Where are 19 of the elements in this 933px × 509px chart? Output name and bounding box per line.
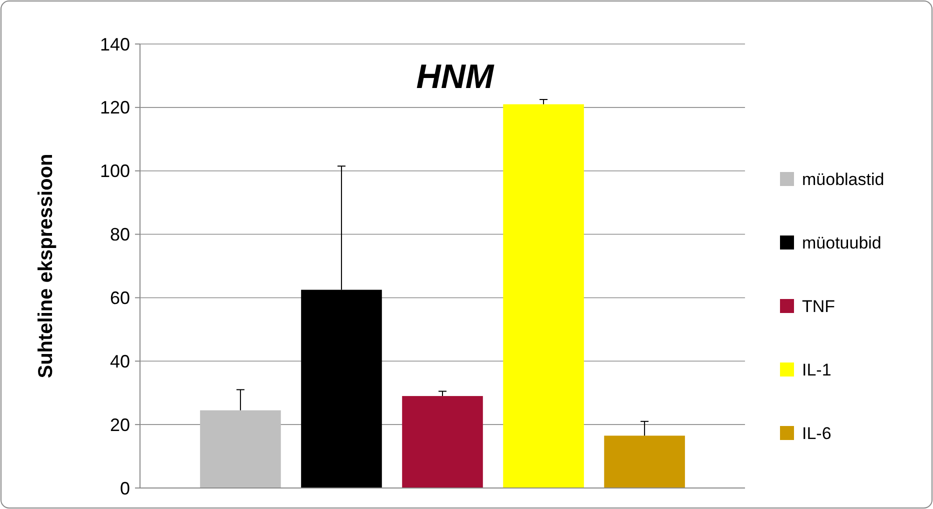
legend-label: IL-6 bbox=[802, 424, 832, 443]
legend-label: TNF bbox=[802, 296, 836, 316]
y-tick-label: 20 bbox=[110, 414, 130, 435]
y-tick-label: 60 bbox=[110, 288, 130, 308]
bar bbox=[503, 104, 584, 488]
legend-label: müoblastid bbox=[802, 170, 884, 189]
y-tick-label: 100 bbox=[100, 161, 130, 182]
chart-title: HNM bbox=[416, 58, 494, 96]
bar bbox=[604, 436, 685, 488]
y-tick-label: 40 bbox=[110, 351, 130, 372]
y-axis-title: Suhteline ekspressioon bbox=[35, 154, 57, 378]
y-tick-label: 140 bbox=[100, 34, 130, 54]
bar bbox=[402, 396, 483, 488]
y-tick-label: 80 bbox=[110, 224, 130, 245]
legend-label: müotuubid bbox=[802, 233, 882, 252]
y-tick-label: 0 bbox=[120, 478, 130, 498]
bar bbox=[200, 410, 281, 488]
legend-label: IL-1 bbox=[802, 360, 832, 380]
y-tick-label: 120 bbox=[100, 98, 130, 118]
